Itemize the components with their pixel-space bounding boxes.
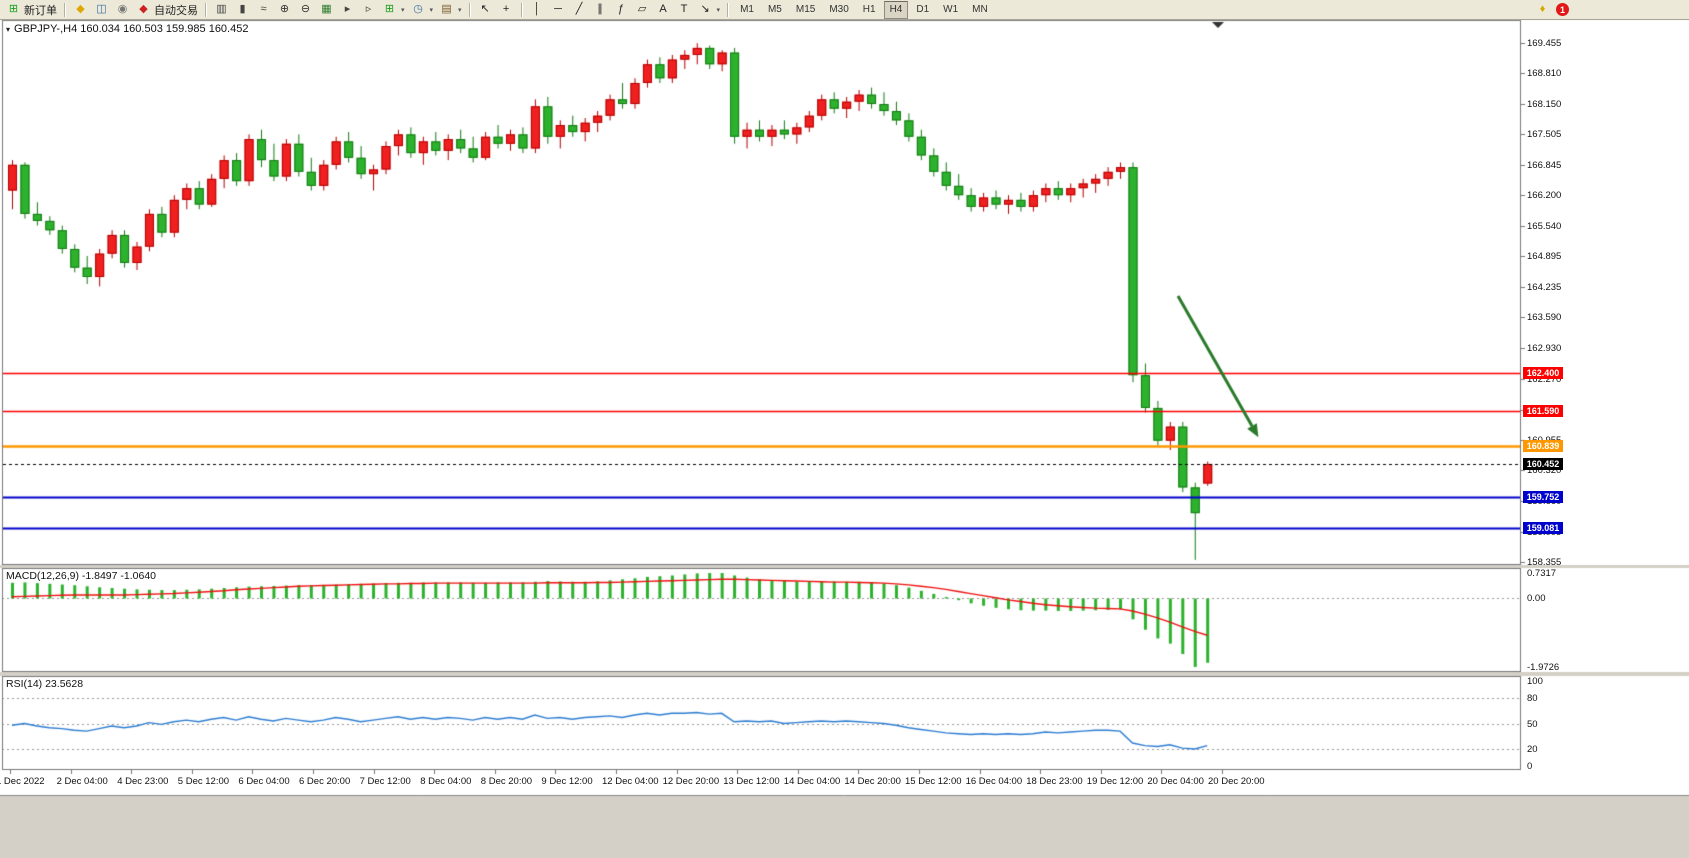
- tile-windows-button[interactable]: ▦: [316, 1, 337, 18]
- line-chart-button[interactable]: ≈: [253, 1, 274, 18]
- vertical-line-button[interactable]: │: [527, 1, 548, 18]
- timeframe-button-M5[interactable]: M5: [767, 3, 782, 15]
- chart-shift-button[interactable]: ▹: [358, 1, 379, 18]
- data-window-icon: ◫: [96, 3, 107, 15]
- candlestick-chart-button[interactable]: ▮: [232, 1, 253, 18]
- timeframe-button-M15[interactable]: M15: [795, 3, 816, 15]
- periods-button[interactable]: ◷ ▾: [408, 1, 437, 18]
- zoom-in-icon: ⊕: [279, 3, 290, 15]
- zoom-in-button[interactable]: ⊕: [274, 1, 295, 18]
- new-order-button[interactable]: ⊞ 新订单: [3, 1, 60, 18]
- timeframe-button-D1[interactable]: D1: [916, 3, 930, 15]
- zoom-out-button[interactable]: ⊖: [295, 1, 316, 18]
- bar-chart-icon: ▥: [216, 3, 227, 15]
- channel-button[interactable]: ∥: [590, 1, 611, 18]
- fibonacci-icon: ƒ: [617, 3, 625, 15]
- bar-chart-button[interactable]: ▥: [211, 1, 232, 18]
- new-order-icon: ⊞: [8, 3, 19, 15]
- timeframe-button-MN[interactable]: MN: [972, 3, 988, 15]
- toolbar-separator: [64, 2, 66, 17]
- quick-trade-button[interactable]: ◆: [70, 1, 91, 18]
- sound-icon: ◉: [117, 3, 128, 15]
- chart-shift-icon: ▹: [365, 3, 372, 15]
- main-toolbar: ⊞ 新订单 ◆ ◫ ◉ ◆ 自动交易 ▥ ▮ ≈ ⊕ ⊖ ▦ ▸ ▹ ⊞ ▾ ◷ ▾ ▤ ▾ ↖ + │ ─ ╱ ∥ ƒ ▱ A T ↘ ▾ M1…: [0, 0, 1689, 20]
- sound-alerts-button[interactable]: ◉: [112, 1, 133, 18]
- auto-trading-icon: ◆: [139, 3, 148, 15]
- trendline-button[interactable]: ╱: [569, 1, 590, 18]
- text-icon: A: [659, 3, 667, 15]
- auto-scroll-icon: ▸: [344, 3, 351, 15]
- notification-badge[interactable]: 1: [1556, 3, 1569, 16]
- indicators-button[interactable]: ⊞ ▾: [379, 1, 408, 18]
- toolbar-right-group: ♦ 1: [1535, 2, 1569, 17]
- timeframe-button-M1[interactable]: M1: [740, 3, 754, 15]
- timeframe-button-H4[interactable]: H4: [883, 0, 909, 19]
- shapes-icon: ▱: [637, 3, 647, 15]
- shapes-button[interactable]: ▱: [632, 1, 653, 18]
- toolbar-separator: [468, 2, 471, 17]
- data-window-button[interactable]: ◫: [91, 1, 112, 18]
- zoom-out-icon: ⊖: [300, 3, 311, 15]
- crosshair-button[interactable]: +: [496, 1, 517, 18]
- text-label-icon: T: [680, 3, 688, 15]
- crosshair-icon: +: [502, 3, 510, 15]
- tile-windows-icon: ▦: [321, 3, 332, 15]
- horizontal-line-button[interactable]: ─: [548, 1, 569, 18]
- timeframe-button-H1[interactable]: H1: [862, 3, 876, 15]
- clock-icon: ◷: [413, 3, 423, 15]
- toolbar-separator: [520, 2, 523, 17]
- candlestick-chart-icon: ▮: [239, 3, 246, 15]
- timeframe-button-W1[interactable]: W1: [943, 3, 959, 15]
- cursor-button[interactable]: ↖: [475, 1, 496, 18]
- arrow-tool-icon: ↘: [700, 3, 710, 15]
- cursor-icon: ↖: [480, 3, 490, 15]
- auto-trading-button[interactable]: ◆ 自动交易: [133, 1, 201, 18]
- text-button[interactable]: A: [653, 1, 674, 18]
- chevron-down-icon: ▾: [716, 6, 721, 14]
- toolbar-separator: [727, 2, 730, 17]
- indicators-icon: ⊞: [384, 3, 395, 15]
- channel-icon: ∥: [597, 3, 603, 15]
- toolbar-separator: [205, 2, 207, 17]
- templates-button[interactable]: ▤ ▾: [436, 1, 465, 18]
- trendline-icon: ╱: [575, 3, 583, 15]
- chevron-down-icon: ▾: [429, 6, 434, 14]
- text-label-button[interactable]: T: [674, 1, 695, 18]
- chevron-down-icon: ▾: [401, 6, 405, 14]
- template-icon: ▤: [441, 3, 452, 15]
- new-order-button-label: 新订单: [24, 4, 57, 17]
- auto-trading-button-label: 自动交易: [154, 4, 198, 17]
- vertical-line-icon: │: [533, 3, 541, 15]
- auto-scroll-button[interactable]: ▸: [337, 1, 358, 18]
- horizontal-line-icon: ─: [554, 3, 562, 15]
- line-chart-icon: ≈: [260, 3, 267, 15]
- chevron-down-icon: ▾: [458, 6, 462, 14]
- arrows-tool-button[interactable]: ↘ ▾: [695, 1, 724, 18]
- quick-trade-icon: ◆: [76, 3, 85, 15]
- fibonacci-button[interactable]: ƒ: [611, 1, 632, 18]
- timeframe-button-M30[interactable]: M30: [829, 3, 849, 15]
- pin-icon[interactable]: ♦: [1539, 3, 1546, 15]
